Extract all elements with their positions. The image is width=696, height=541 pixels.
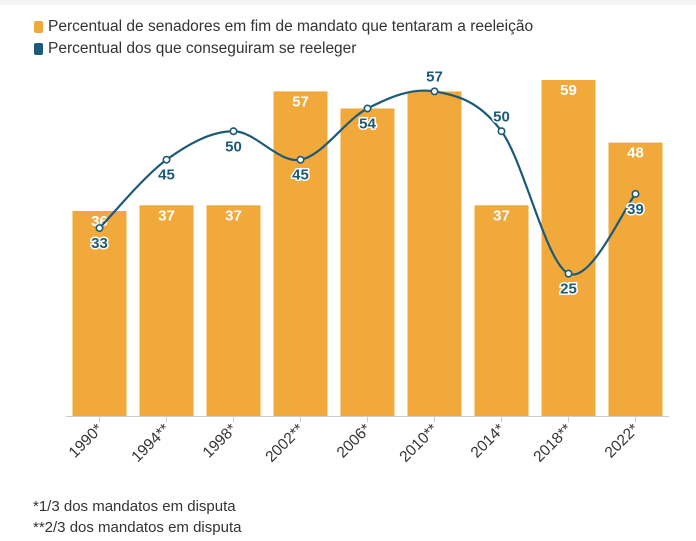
line-point	[95, 224, 104, 233]
x-tick-label: 1998*	[200, 421, 241, 462]
legend-item-bars: Percentual de senadores em fim de mandat…	[34, 16, 533, 38]
bar-value-label: 48	[627, 145, 644, 162]
x-tick-label: 2022*	[602, 421, 643, 462]
x-tick-label: 2010**	[396, 421, 441, 466]
footnotes: *1/3 dos mandatos em disputa **2/3 dos m…	[33, 496, 241, 538]
bar	[340, 108, 395, 416]
legend-swatch-bars	[34, 21, 43, 33]
bar	[608, 142, 663, 416]
footnote-one-third: *1/3 dos mandatos em disputa	[33, 498, 236, 515]
x-tick-label: 2014*	[468, 421, 509, 462]
x-tick-label: 2018**	[530, 421, 575, 466]
bar	[206, 205, 261, 416]
bar-value-label: 37	[158, 207, 175, 224]
line-value-label: 45	[158, 167, 175, 184]
bar-value-label: 36	[91, 213, 108, 230]
x-tick-label: 1994**	[128, 421, 173, 466]
x-tick-label: 2006*	[334, 421, 375, 462]
x-tick-label: 1990*	[66, 421, 107, 462]
top-border	[0, 0, 696, 5]
x-tick-label: 2002**	[262, 421, 307, 466]
series-line	[98, 89, 637, 276]
legend: Percentual de senadores em fim de mandat…	[34, 16, 533, 60]
line-value-label: 57	[426, 68, 443, 85]
bar-value-label: 37	[493, 207, 510, 224]
line-point	[229, 127, 238, 136]
line-points-group	[95, 87, 640, 278]
bar	[474, 205, 529, 416]
bar-value-label: 59	[560, 82, 577, 99]
line-point	[162, 155, 171, 164]
legend-item-line: Percentual dos que conseguiram se reeleg…	[34, 38, 533, 60]
footnote-two-thirds: **2/3 dos mandatos em disputa	[33, 519, 242, 536]
line-value-label: 25	[560, 281, 577, 298]
x-axis-ticks: 1990* 1994** 1998* 2002** 2006* 2010** 2014* 20…	[66, 416, 643, 466]
line-value-label: 45	[292, 167, 309, 184]
chart: 36 37 37 57 37 59 48 1990* 1994** 1998* 2002** 200…	[66, 67, 669, 466]
bar	[273, 91, 328, 416]
bar	[407, 91, 462, 416]
legend-label-bars: Percentual de senadores em fim de mandat…	[48, 18, 534, 35]
line-point	[631, 189, 640, 198]
line-point	[497, 127, 506, 136]
bars-group	[72, 80, 663, 416]
bar-labels-group: 36 37 37 57 37 59 48	[91, 82, 644, 230]
line-point	[296, 155, 305, 164]
bar	[72, 210, 127, 416]
bar-value-label: 57	[292, 93, 309, 110]
line-value-label: 33	[91, 235, 108, 252]
legend-swatch-line	[34, 43, 43, 55]
line-value-label: 50	[225, 138, 242, 155]
legend-label-line: Percentual dos que conseguiram se reeleg…	[48, 40, 357, 57]
line-value-label: 54	[359, 115, 376, 132]
bar	[139, 205, 194, 416]
line-point	[430, 87, 439, 96]
line-point	[363, 104, 372, 113]
line-labels-group: 33 45 50 45 54 57 50 25 39	[90, 67, 646, 299]
line-point	[564, 269, 573, 278]
line-value-label: 39	[627, 201, 644, 218]
line-value-label: 50	[493, 108, 510, 125]
bar-value-label: 37	[225, 207, 242, 224]
